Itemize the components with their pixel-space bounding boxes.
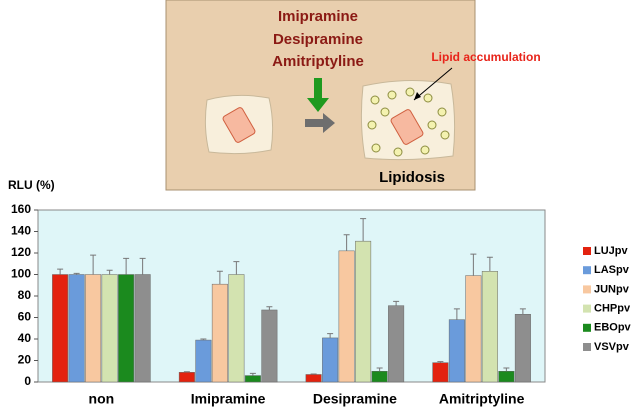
legend-swatch (583, 266, 591, 275)
legend-swatch (583, 247, 591, 255)
error-bar (139, 257, 146, 275)
x-tick-label: Amitriptyline (439, 391, 525, 407)
error-bar (123, 257, 130, 275)
bar (195, 339, 212, 383)
gray-arrow (305, 113, 335, 133)
bar (211, 283, 228, 383)
bar (465, 275, 482, 383)
error-bar (470, 253, 477, 276)
error-bar (73, 272, 80, 275)
error-bar (216, 270, 223, 285)
bar (514, 314, 531, 383)
drug-name: Amitriptyline (272, 53, 364, 70)
annotation: Lipid accumulation (431, 50, 540, 64)
error-bar (503, 367, 510, 372)
error-bar (233, 261, 240, 275)
y-tick-label: 80 (18, 288, 32, 302)
error-bar (310, 373, 317, 375)
drug-name: Imipramine (278, 8, 358, 25)
bar (134, 274, 151, 383)
y-tick-label: 120 (11, 245, 31, 259)
bar (371, 371, 388, 383)
green-arrow (307, 78, 329, 112)
error-bar (327, 333, 334, 338)
error-bar (437, 361, 444, 363)
y-tick-label: 60 (18, 310, 32, 324)
error-bar (453, 308, 460, 320)
error-bar (106, 269, 113, 275)
bar (261, 309, 278, 383)
chart: RLU (%) 0 20 40 60 80 100 120 140 160 non Imiprami… (8, 178, 632, 407)
legend-label: LUJpv (594, 245, 629, 257)
x-tick-label: non (89, 391, 115, 407)
x-tick-label: Imipramine (191, 391, 266, 407)
error-bar (90, 254, 97, 275)
y-tick-label: 40 (18, 331, 32, 345)
y-tick-label: 140 (11, 224, 31, 238)
y-tick-label: 0 (24, 374, 31, 388)
bar (388, 305, 405, 383)
bar (85, 274, 102, 383)
error-bar (183, 371, 190, 373)
legend-swatch (583, 323, 591, 332)
bar (355, 240, 372, 383)
virus (390, 109, 424, 145)
bar (432, 362, 449, 383)
bar (228, 274, 245, 383)
legend-swatch (583, 285, 591, 294)
bar (448, 319, 465, 383)
legend-label: LASpv (594, 264, 630, 276)
error-bar (200, 338, 207, 341)
bar (338, 250, 355, 383)
x-tick-label: Desipramine (313, 391, 397, 407)
result-label: Lipidosis (379, 169, 445, 186)
legend-label: EBOpv (594, 322, 632, 334)
legend-label: CHPpv (594, 303, 631, 315)
y-tick-label: 100 (11, 267, 31, 281)
legend-swatch (583, 343, 591, 351)
annotation-arrowhead (414, 92, 421, 100)
diagram: Imipramine Desipramine Amitriptyline Lip… (165, 0, 541, 191)
y-axis-label: RLU (%) (8, 178, 55, 192)
bar (178, 372, 195, 383)
error-bar (486, 256, 493, 272)
legend-label: VSVpv (594, 341, 630, 353)
bar (101, 274, 118, 383)
y-tick-label: 20 (18, 353, 32, 367)
error-bar (393, 300, 400, 306)
bar (322, 337, 339, 383)
error-bar (57, 268, 64, 275)
virus (222, 107, 256, 143)
error-bar (360, 218, 367, 242)
annotation-arrow (413, 67, 453, 101)
bar (498, 371, 515, 383)
drug-name: Desipramine (273, 31, 363, 48)
error-bar (249, 372, 256, 376)
legend-label: JUNpv (594, 283, 630, 295)
error-bar (519, 308, 526, 315)
bar (118, 274, 135, 383)
legend-swatch (583, 304, 591, 313)
bar (68, 274, 85, 383)
y-tick-label: 160 (11, 202, 31, 216)
error-bar (376, 367, 383, 372)
bar (52, 274, 69, 383)
error-bar (343, 234, 350, 251)
bar (305, 374, 322, 383)
bar (244, 375, 261, 383)
lipid-droplets (367, 87, 450, 157)
bar (481, 271, 498, 383)
error-bar (266, 306, 273, 310)
